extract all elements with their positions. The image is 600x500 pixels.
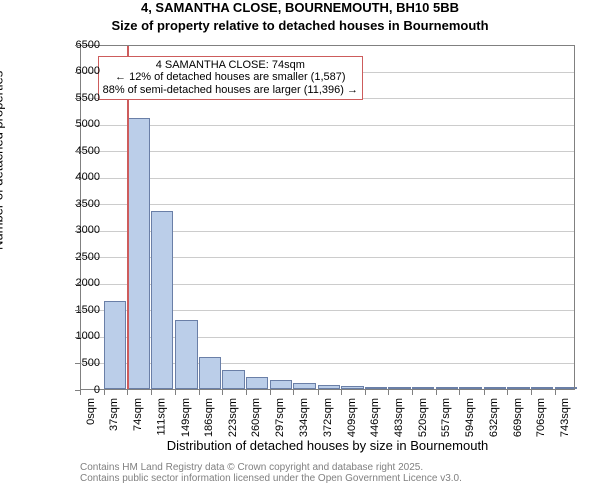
x-tick-mark	[80, 390, 81, 395]
x-tick-label: 149sqm	[180, 398, 192, 437]
x-tick-mark	[436, 390, 437, 395]
x-tick-mark	[175, 390, 176, 395]
attribution-footer: Contains HM Land Registry data © Crown c…	[80, 463, 462, 484]
x-tick-label: 37sqm	[108, 398, 120, 431]
y-tick-label: 6500	[40, 39, 100, 51]
y-tick-mark	[75, 151, 80, 152]
x-tick-mark	[293, 390, 294, 395]
footer-line2: Contains public sector information licen…	[80, 474, 462, 485]
annotation-line3: 88% of semi-detached houses are larger (…	[103, 84, 358, 97]
x-tick-mark	[365, 390, 366, 395]
x-tick-label: 334sqm	[298, 398, 310, 437]
y-tick-label: 3500	[40, 198, 100, 210]
x-tick-mark	[412, 390, 413, 395]
y-axis-label: Number of detached properties	[0, 71, 6, 250]
x-tick-label: 483sqm	[393, 398, 405, 437]
y-tick-label: 4000	[40, 171, 100, 183]
y-tick-label: 1000	[40, 330, 100, 342]
x-tick-mark	[318, 390, 319, 395]
annotation-box: 4 SAMANTHA CLOSE: 74sqm← 12% of detached…	[98, 56, 363, 100]
chart-title-line2: Size of property relative to detached ho…	[0, 18, 600, 33]
y-tick-mark	[75, 125, 80, 126]
y-tick-mark	[75, 363, 80, 364]
x-tick-label: 632sqm	[488, 398, 500, 437]
x-tick-mark	[151, 390, 152, 395]
y-tick-mark	[75, 178, 80, 179]
y-tick-label: 1500	[40, 304, 100, 316]
x-tick-mark	[341, 390, 342, 395]
x-tick-label: 446sqm	[369, 398, 381, 437]
chart-plot-area: 4 SAMANTHA CLOSE: 74sqm← 12% of detached…	[80, 45, 575, 390]
y-tick-label: 2500	[40, 251, 100, 263]
x-tick-mark	[127, 390, 128, 395]
x-tick-label: 669sqm	[512, 398, 524, 437]
x-tick-mark	[246, 390, 247, 395]
y-tick-mark	[75, 284, 80, 285]
x-tick-mark	[270, 390, 271, 395]
x-tick-label: 74sqm	[132, 398, 144, 431]
y-tick-mark	[75, 72, 80, 73]
x-tick-label: 594sqm	[464, 398, 476, 437]
x-tick-label: 557sqm	[440, 398, 452, 437]
x-tick-label: 260sqm	[251, 398, 263, 437]
chart-title-line1: 4, SAMANTHA CLOSE, BOURNEMOUTH, BH10 5BB	[0, 0, 600, 15]
y-tick-label: 5000	[40, 118, 100, 130]
y-tick-label: 4500	[40, 145, 100, 157]
x-tick-mark	[199, 390, 200, 395]
x-tick-mark	[507, 390, 508, 395]
y-tick-label: 6000	[40, 65, 100, 77]
y-tick-mark	[75, 231, 80, 232]
x-tick-label: 111sqm	[155, 398, 167, 436]
x-tick-mark	[104, 390, 105, 395]
y-tick-mark	[75, 45, 80, 46]
x-tick-label: 372sqm	[322, 398, 334, 437]
y-tick-mark	[75, 310, 80, 311]
y-tick-label: 3000	[40, 224, 100, 236]
x-tick-mark	[222, 390, 223, 395]
x-tick-mark	[484, 390, 485, 395]
y-tick-mark	[75, 257, 80, 258]
y-tick-label: 2000	[40, 277, 100, 289]
y-tick-mark	[75, 98, 80, 99]
y-tick-label: 0	[40, 384, 100, 396]
footer-line1: Contains HM Land Registry data © Crown c…	[80, 463, 462, 474]
x-tick-label: 297sqm	[274, 398, 286, 437]
x-tick-label: 186sqm	[203, 398, 215, 437]
x-tick-label: 0sqm	[85, 398, 97, 425]
annotation-line2: ← 12% of detached houses are smaller (1,…	[103, 71, 358, 84]
x-tick-label: 706sqm	[535, 398, 547, 437]
y-tick-mark	[75, 337, 80, 338]
annotation-line1: 4 SAMANTHA CLOSE: 74sqm	[103, 59, 358, 72]
x-tick-mark	[459, 390, 460, 395]
x-axis-label: Distribution of detached houses by size …	[80, 438, 575, 453]
x-tick-mark	[531, 390, 532, 395]
x-tick-mark	[388, 390, 389, 395]
x-tick-label: 223sqm	[227, 398, 239, 437]
y-tick-label: 5500	[40, 92, 100, 104]
y-tick-label: 500	[40, 357, 100, 369]
x-tick-label: 409sqm	[346, 398, 358, 437]
y-tick-mark	[75, 204, 80, 205]
x-tick-mark	[555, 390, 556, 395]
x-tick-label: 520sqm	[417, 398, 429, 437]
x-tick-label: 743sqm	[559, 398, 571, 437]
